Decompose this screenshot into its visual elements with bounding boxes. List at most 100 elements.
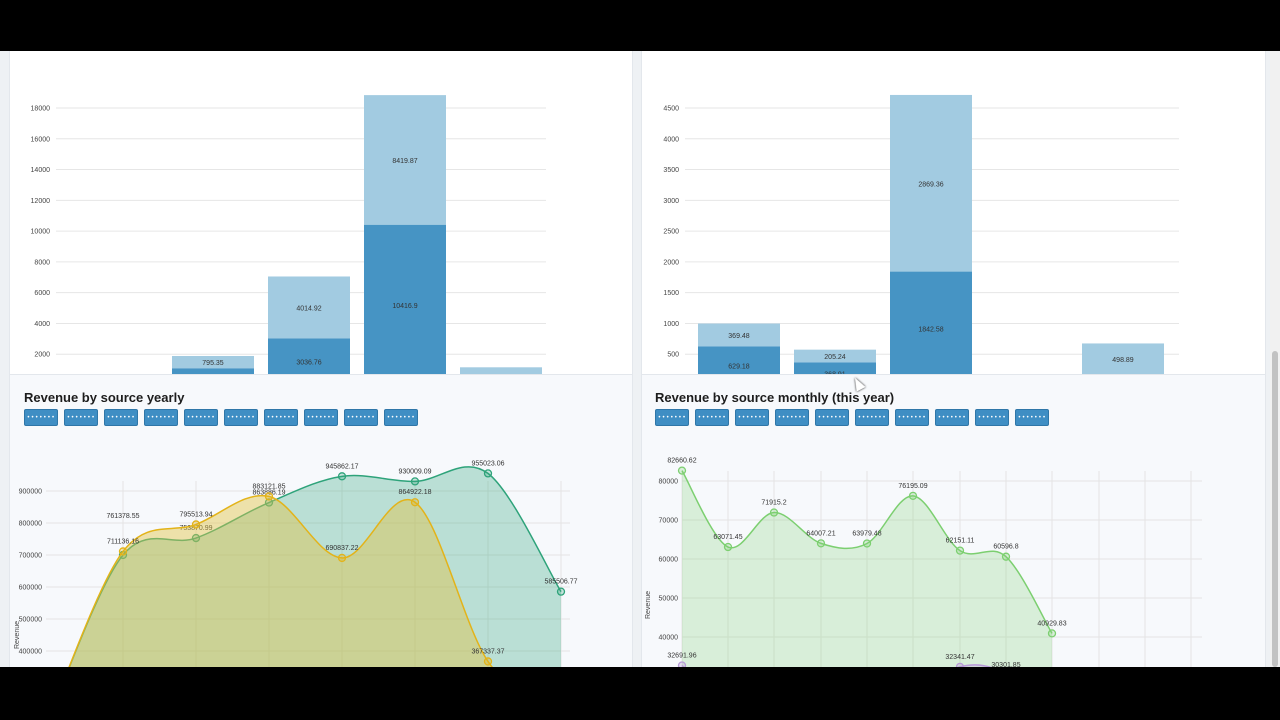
series-line-gold — [68, 494, 494, 667]
point-data-label: 930009.09 — [398, 468, 431, 475]
data-point-green — [677, 466, 687, 475]
bar-data-label: 369.48 — [728, 333, 750, 340]
area-chart-monthly: 20000300004000050000600007000080000Reven… — [645, 458, 1202, 667]
y-tick-label: 14000 — [31, 167, 51, 174]
page-scrollbar[interactable] — [1270, 51, 1280, 667]
area-fill-gold — [69, 495, 493, 667]
y-tick-label: 18000 — [31, 106, 51, 113]
point-data-label: 60596.8 — [993, 544, 1018, 551]
y-tick-label: 800000 — [19, 521, 42, 528]
data-point-gold — [191, 520, 201, 529]
stacked-bar-chart-left: 0200040006000800010000120001400016000180… — [31, 95, 546, 390]
bar-segment-upper — [172, 355, 254, 369]
data-point-green — [955, 546, 965, 555]
point-data-label: 76195.09 — [898, 483, 927, 490]
bar-segment-upper — [890, 94, 972, 272]
bar-data-label: 2869.36 — [918, 181, 943, 188]
y-tick-label: 50000 — [659, 596, 679, 603]
filter-button-10[interactable]: ••••••• — [1015, 409, 1049, 426]
filter-button-10[interactable]: ••••••• — [384, 409, 418, 426]
scrollbar-thumb[interactable] — [1272, 351, 1278, 667]
filter-button-7[interactable]: ••••••• — [264, 409, 298, 426]
bar-segment-upper — [794, 349, 876, 363]
y-tick-label: 2500 — [663, 229, 679, 236]
data-point-teal — [556, 587, 566, 596]
area-chart-yearly: 2000003000004000005000006000007000008000… — [14, 460, 578, 667]
point-data-label: 32691.96 — [667, 653, 696, 660]
y-tick-label: 2000 — [34, 352, 50, 359]
y-tick-label: 16000 — [31, 136, 51, 143]
panel-title: Revenue by source yearly — [24, 390, 185, 405]
y-tick-label: 3500 — [663, 167, 679, 174]
panel-bottom-right: Revenue by source monthly (this year) ••… — [641, 374, 1266, 667]
filter-button-5[interactable]: ••••••• — [184, 409, 218, 426]
y-tick-label: 80000 — [659, 479, 679, 486]
data-point-green — [816, 539, 826, 548]
point-data-label: 63979.48 — [852, 530, 881, 537]
data-point-gold — [118, 547, 128, 556]
data-point-green — [1001, 552, 1011, 561]
bar-data-label: 205.24 — [824, 354, 846, 361]
filter-button-4[interactable]: ••••••• — [144, 409, 178, 426]
bar-segment-lower — [890, 271, 972, 385]
filter-button-4[interactable]: ••••••• — [775, 409, 809, 426]
area-fill-green — [682, 470, 1052, 667]
data-point-gold — [483, 657, 493, 666]
filter-button-6[interactable]: ••••••• — [224, 409, 258, 426]
point-data-label: 955023.06 — [471, 460, 504, 467]
point-data-label: 795513.94 — [179, 511, 212, 518]
y-tick-label: 2000 — [663, 259, 679, 266]
y-axis-label: Revenue — [645, 591, 652, 619]
filter-button-6[interactable]: ••••••• — [855, 409, 889, 426]
y-tick-label: 6000 — [34, 290, 50, 297]
data-point-green — [908, 491, 918, 500]
data-point-green — [769, 508, 779, 517]
y-tick-label: 4000 — [663, 136, 679, 143]
series-line-green — [681, 470, 1053, 634]
data-point-gold — [410, 498, 420, 507]
point-data-label: 761378.55 — [106, 513, 139, 520]
y-tick-label: 500000 — [19, 617, 42, 624]
y-tick-label: 1500 — [663, 290, 679, 297]
y-tick-label: 500 — [667, 352, 679, 359]
y-axis-label: Revenue — [14, 621, 21, 649]
point-data-label: 367337.37 — [471, 648, 504, 655]
filter-button-8[interactable]: ••••••• — [304, 409, 338, 426]
data-point-gold — [264, 492, 274, 501]
stacked-bar-chart-right: 050010001500200025003000350040004500629.… — [663, 94, 1179, 390]
data-point-teal — [264, 498, 274, 507]
filter-button-2[interactable]: ••••••• — [64, 409, 98, 426]
filter-button-2[interactable]: ••••••• — [695, 409, 729, 426]
bar-segment-upper — [1082, 343, 1164, 375]
dashboard-viewport: 0200040006000800010000120001400016000180… — [0, 51, 1280, 667]
filter-button-3[interactable]: ••••••• — [735, 409, 769, 426]
filter-button-9[interactable]: ••••••• — [975, 409, 1009, 426]
filter-button-8[interactable]: ••••••• — [935, 409, 969, 426]
bar-data-label: 10416.9 — [392, 303, 417, 310]
point-data-label: 945862.17 — [325, 463, 358, 470]
data-point-teal — [337, 472, 347, 481]
bar-data-label: 629.18 — [728, 364, 750, 371]
y-tick-label: 12000 — [31, 198, 51, 205]
filter-button-1[interactable]: ••••••• — [24, 409, 58, 426]
area-fill-teal — [69, 466, 561, 667]
y-tick-label: 10000 — [31, 229, 51, 236]
bar-data-label: 4014.92 — [296, 305, 321, 312]
point-data-label: 690837.22 — [325, 545, 358, 552]
point-data-label: 82660.62 — [667, 458, 696, 465]
filter-button-row: ••••••• ••••••• ••••••• ••••••• ••••••• •••••… — [24, 409, 418, 426]
bar-data-label: 8419.87 — [392, 158, 417, 165]
filter-button-1[interactable]: ••••••• — [655, 409, 689, 426]
data-point-purple — [955, 662, 965, 667]
bar-data-label: 498.89 — [1112, 357, 1134, 364]
filter-button-7[interactable]: ••••••• — [895, 409, 929, 426]
bar-data-label: 3036.76 — [296, 360, 321, 367]
filter-button-3[interactable]: ••••••• — [104, 409, 138, 426]
panel-title: Revenue by source monthly (this year) — [655, 390, 895, 405]
point-data-label: 62151.11 — [946, 538, 975, 545]
y-tick-label: 4000 — [34, 321, 50, 328]
filter-button-5[interactable]: ••••••• — [815, 409, 849, 426]
y-tick-label: 600000 — [19, 585, 42, 592]
filter-button-9[interactable]: ••••••• — [344, 409, 378, 426]
bar-segment-upper — [698, 323, 780, 347]
